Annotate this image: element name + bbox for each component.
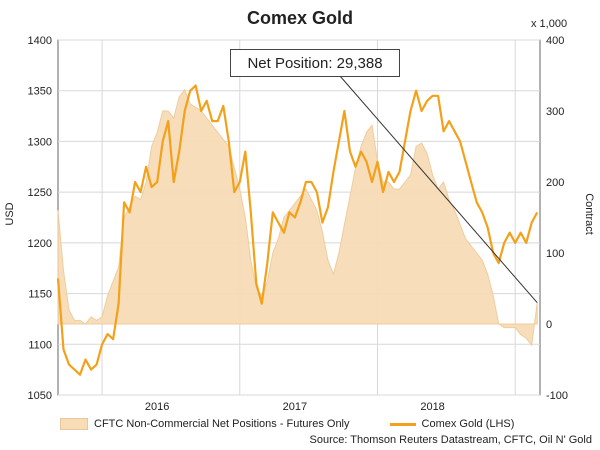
x-tick-label: 2017 [283, 401, 307, 413]
left-tick-label: 1100 [28, 339, 52, 351]
legend: CFTC Non-Commercial Net Positions - Futu… [60, 418, 514, 430]
right-tick-label: 300 [546, 106, 564, 118]
x-tick-label: 2016 [145, 401, 169, 413]
right-tick-label: 0 [546, 319, 552, 331]
right-axis-unit: x 1,000 [531, 18, 568, 30]
right-tick-label: -100 [546, 390, 568, 402]
left-tick-label: 1050 [28, 390, 52, 402]
left-tick-label: 1400 [28, 35, 52, 47]
left-tick-label: 1350 [28, 86, 52, 98]
comex-gold-line [56, 84, 539, 376]
left-tick-label: 1300 [28, 136, 52, 148]
legend-line-label: Comex Gold (LHS) [421, 418, 515, 430]
x-tick-label: 2018 [420, 401, 444, 413]
left-tick-label: 1250 [28, 187, 52, 199]
right-tick-label: 100 [546, 248, 564, 260]
net-position-annotation: Net Position: 29,388 [230, 49, 400, 77]
right-tick-label: 400 [546, 35, 564, 47]
legend-line-swatch [389, 422, 416, 426]
legend-area-swatch [60, 418, 88, 430]
right-tick-label: 200 [546, 177, 564, 189]
source-note: Source: Thomson Reuters Datastream, CFTC… [309, 434, 593, 446]
left-tick-label: 1150 [28, 289, 52, 301]
legend-area-label: CFTC Non-Commercial Net Positions - Futu… [94, 418, 350, 430]
chart-title: Comex Gold [246, 8, 353, 28]
annotation-leader [339, 75, 538, 304]
left-tick-label: 1200 [28, 238, 52, 250]
